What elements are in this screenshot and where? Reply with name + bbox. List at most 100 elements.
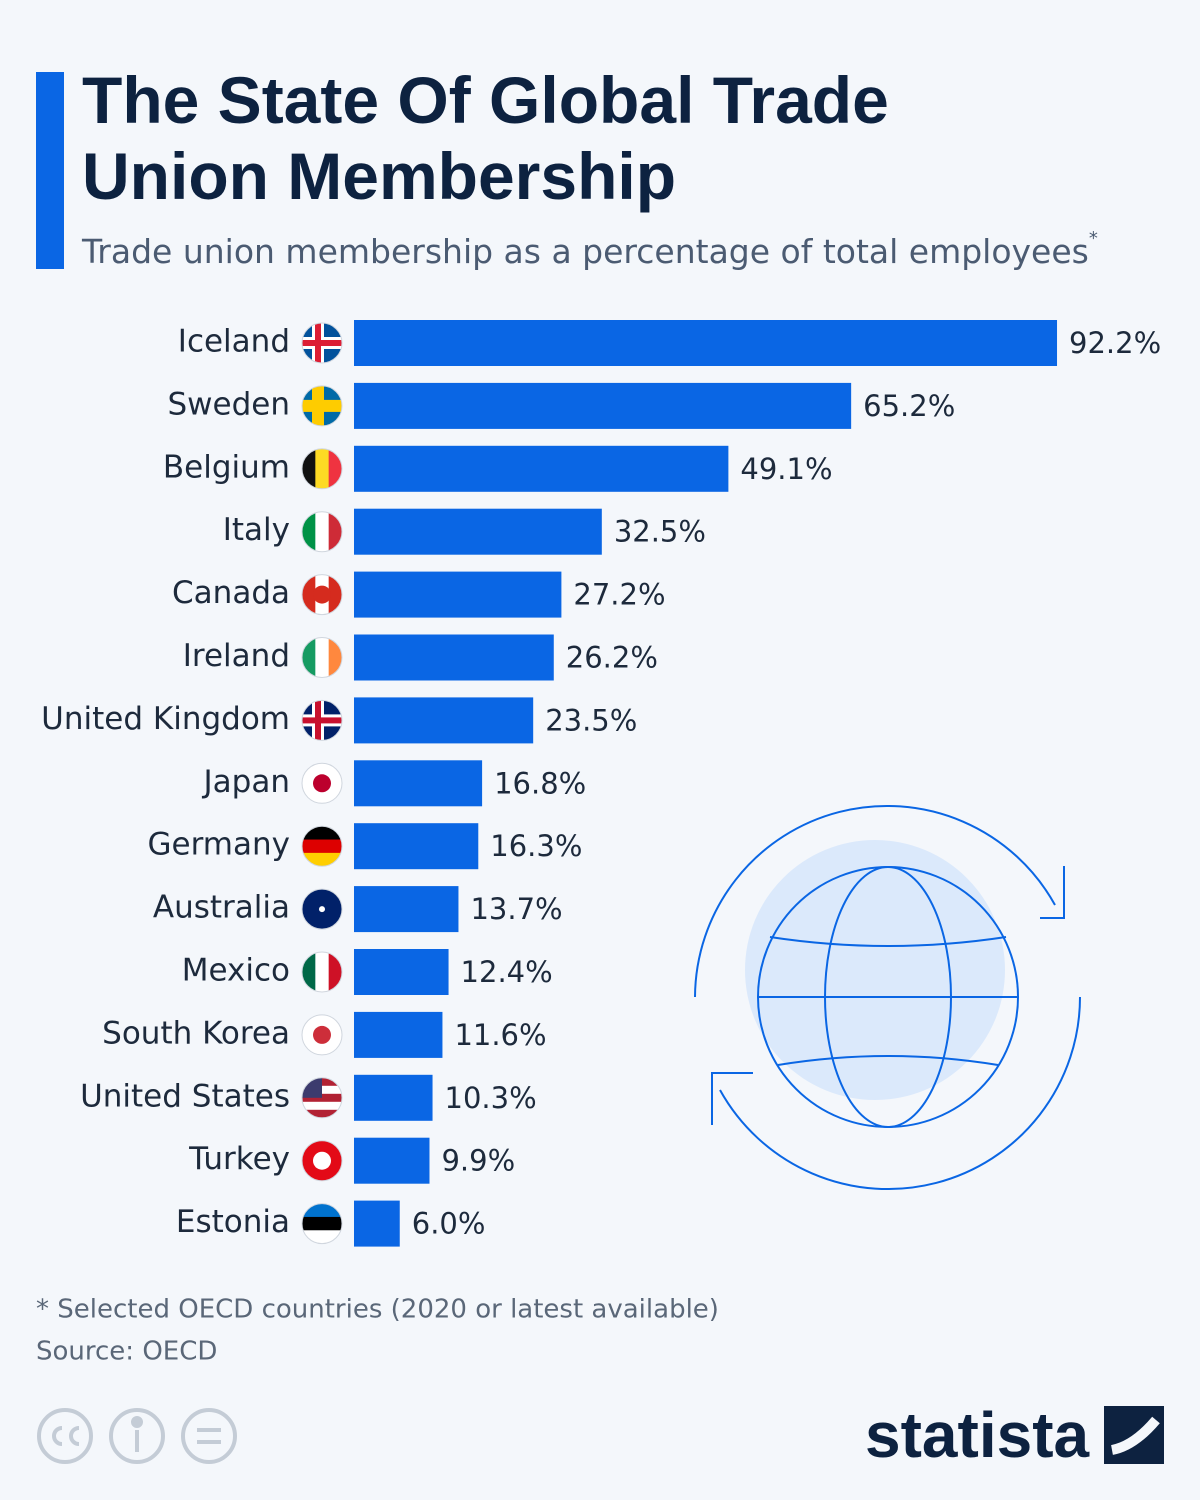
flag-dot <box>313 774 331 793</box>
flag-border <box>301 1077 343 1119</box>
flag-cross <box>302 340 342 346</box>
category-label: Canada <box>172 575 290 611</box>
value-label: 16.8% <box>494 766 586 800</box>
brand-logo: statista <box>865 1399 1090 1471</box>
value-label: 65.2% <box>863 389 955 423</box>
flag-border <box>301 574 343 616</box>
category-label: Belgium <box>163 449 290 485</box>
brand-mark <box>1104 1406 1164 1464</box>
bar <box>354 823 479 870</box>
flag-stripe <box>315 952 330 992</box>
flag <box>302 1140 342 1181</box>
category-label: Japan <box>202 764 290 800</box>
flag-stripe <box>302 839 342 854</box>
flag-stripe <box>302 1216 342 1231</box>
flag <box>302 637 342 678</box>
category-label: Germany <box>148 827 290 863</box>
flag-border <box>301 511 343 553</box>
value-label: 26.2% <box>566 641 658 675</box>
flag-cross <box>315 385 321 426</box>
value-label: 10.3% <box>445 1081 537 1115</box>
flag-border <box>301 951 343 993</box>
flag-stripe <box>328 952 342 992</box>
value-label: 9.9% <box>441 1144 515 1178</box>
globe-illustration <box>694 804 1081 1191</box>
bar <box>354 382 852 429</box>
flag-cross <box>302 717 342 724</box>
flag-stripe <box>328 511 342 552</box>
flag-border <box>301 322 343 364</box>
flag-stripe <box>328 637 342 678</box>
bar <box>354 445 729 492</box>
flag <box>302 826 342 867</box>
bar <box>354 697 534 744</box>
license-icons <box>37 1408 237 1464</box>
value-label: 49.1% <box>740 452 832 486</box>
category-label: United States <box>80 1078 290 1114</box>
flag-stripe <box>315 637 330 678</box>
flag <box>302 574 342 615</box>
value-label: 32.5% <box>614 515 706 549</box>
flag-border <box>301 1014 343 1056</box>
flag <box>302 1203 342 1244</box>
footnote: * Selected OECD countries (2020 or lates… <box>36 1295 719 1325</box>
value-label: 12.4% <box>461 955 553 989</box>
category-label: South Korea <box>102 1015 290 1051</box>
value-label: 6.0% <box>412 1207 486 1241</box>
bar <box>354 571 562 618</box>
value-label: 27.2% <box>573 578 665 612</box>
flag-stripe <box>302 448 316 489</box>
category-label: Australia <box>153 890 290 926</box>
flag-stripe <box>302 1101 342 1111</box>
flag-border <box>301 699 343 741</box>
flag-stripe <box>302 852 342 867</box>
flag <box>302 763 342 804</box>
flag-border <box>301 1203 343 1245</box>
category-label: Italy <box>223 512 290 548</box>
flag <box>302 952 342 992</box>
bar <box>354 886 459 933</box>
flag-stripe <box>328 448 342 489</box>
bar <box>354 1074 433 1121</box>
flag-stripe <box>302 637 316 678</box>
subtitle-wrap: Trade union membership as a percentage o… <box>82 228 1098 271</box>
flag-cross <box>302 402 342 409</box>
flag <box>302 889 342 930</box>
bar <box>354 320 1058 366</box>
value-label: 13.7% <box>470 892 562 926</box>
category-label: Ireland <box>183 638 290 674</box>
flag-stripe <box>302 1230 342 1244</box>
flag-cross <box>315 323 321 363</box>
flag-dot <box>319 906 325 913</box>
flag-stripe <box>302 826 342 841</box>
flag-border <box>301 825 343 867</box>
subtitle-marker: * <box>1088 228 1098 249</box>
flag <box>302 511 342 552</box>
title: The State Of Global Trade Union Membersh… <box>82 63 889 213</box>
flag <box>302 1014 342 1055</box>
category-label: Mexico <box>182 953 290 989</box>
category-label: United Kingdom <box>41 701 290 737</box>
flag-stripe <box>302 1203 342 1218</box>
flag <box>302 448 342 489</box>
accent-bar <box>36 72 64 269</box>
flag-border <box>301 762 343 804</box>
subtitle: Trade union membership as a percentage o… <box>82 232 1089 271</box>
flag-stripe <box>315 511 330 552</box>
flag-dot <box>313 1025 331 1044</box>
flag-dot <box>313 1151 331 1170</box>
flag-stripe <box>302 1093 342 1103</box>
bar <box>354 1011 443 1058</box>
value-label: 23.5% <box>545 703 637 737</box>
value-label: 92.2% <box>1069 326 1161 360</box>
flag <box>302 1077 342 1118</box>
flag-stripe <box>302 1109 342 1118</box>
flag-border <box>301 1140 343 1182</box>
flag <box>302 700 342 741</box>
flag <box>302 385 342 426</box>
flag-border <box>301 448 343 490</box>
flag-cross <box>315 700 321 741</box>
category-label: Estonia <box>176 1204 290 1240</box>
